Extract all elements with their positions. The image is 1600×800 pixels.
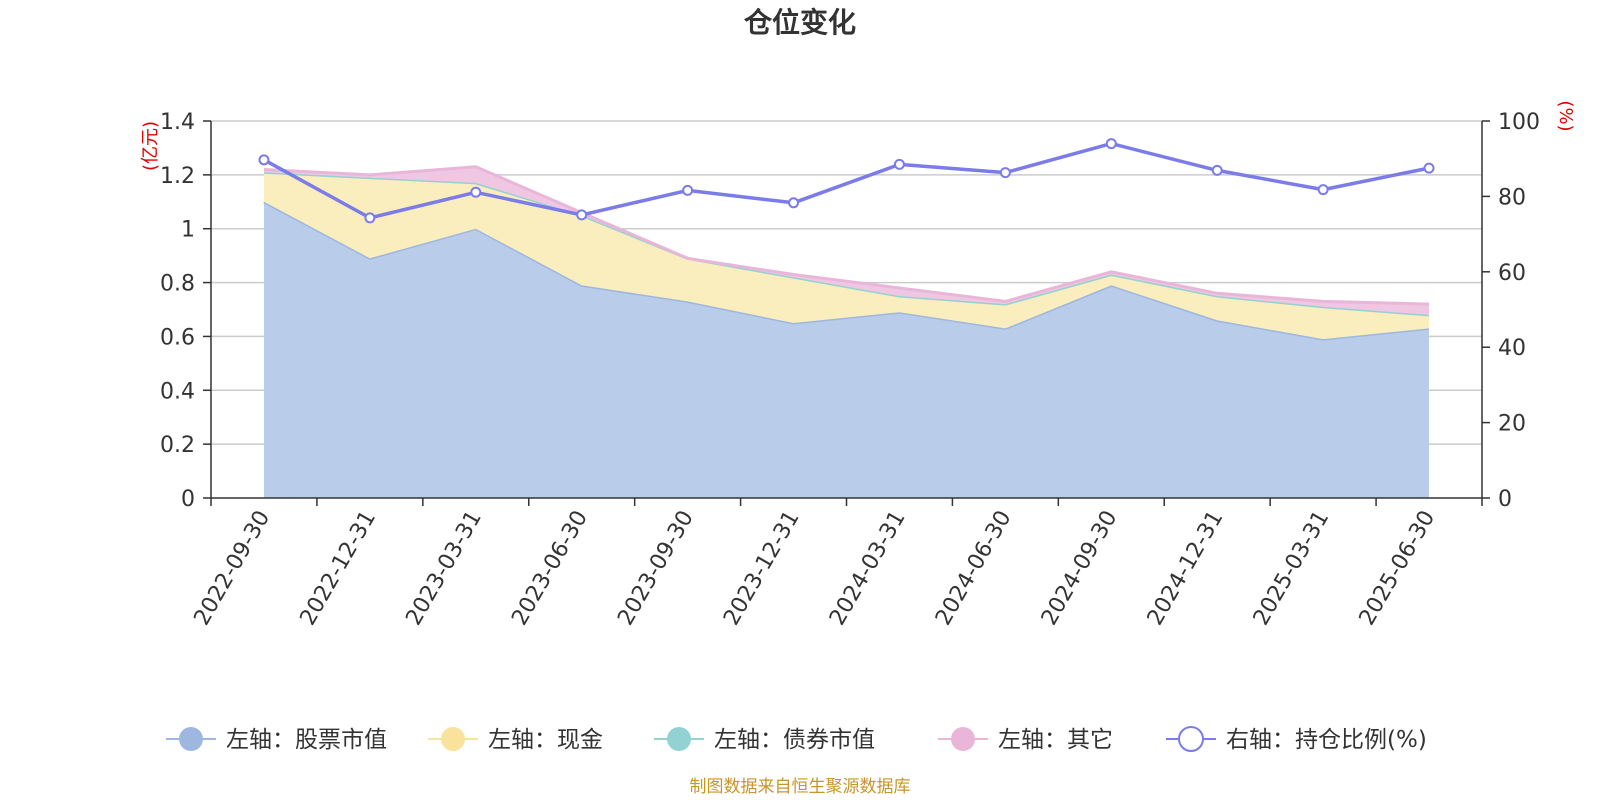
right-axis-tick-label: 20 [1498,412,1526,437]
ratio-point [893,158,905,170]
left-axis-tick-label: 0.6 [160,325,195,350]
legend-swatch-dot [179,727,203,751]
legend-label: 左轴：其它 [998,727,1113,753]
ratio-line-series [258,138,1435,224]
x-axis-tick-label: 2024-12-31 [1143,507,1229,630]
legend-swatch-dot [951,727,975,751]
ratio-line [263,141,1430,220]
legend-item-4: 右轴：持仓比例(%) [1166,726,1427,753]
chart-title: 仓位变化 [744,6,856,39]
legend-swatch-ring [1178,726,1204,752]
left-axis-tick-label: 1.2 [160,164,195,189]
left-axis-tick-label: 0.2 [160,433,195,458]
left-axis-tick-label: 0 [181,487,195,512]
ratio-point [1211,164,1223,176]
left-axis-tick-label: 1 [181,218,195,243]
ratio-point [576,209,588,221]
legend-swatch-dot [441,727,465,751]
right-axis-unit: (%) [1555,100,1576,131]
legend-item-3: 左轴：其它 [938,727,1113,753]
legend-label: 左轴：现金 [488,727,603,753]
ratio-point [1423,162,1435,174]
ratio-point [1317,184,1329,196]
legend-label: 右轴：持仓比例(%) [1226,727,1427,753]
area-fill-series-1 [264,172,1429,340]
x-axis-tick-label: 2022-12-31 [295,507,381,630]
x-axis-tick-label: 2025-03-31 [1249,507,1335,630]
left-axis-tick-label: 0.8 [160,272,195,297]
area-series [263,165,1430,499]
ratio-point [470,186,482,198]
x-axis-tick-label: 2022-09-30 [190,507,276,630]
legend-item-2: 左轴：债券市值 [654,727,875,753]
area-line-series-3 [263,165,1430,306]
right-axis-tick-label: 80 [1498,185,1526,210]
ratio-point [682,184,694,196]
x-axis-tick-label: 2025-06-30 [1355,507,1441,630]
x-axis-tick-label: 2023-06-30 [507,507,593,630]
right-axis-tick-label: 60 [1498,261,1526,286]
ratio-point [258,154,270,166]
ratio-point [999,167,1011,179]
right-axis-tick-label: 40 [1498,336,1526,361]
area-fill-series-0 [264,201,1429,499]
legend-swatch-dot [667,727,691,751]
x-axis-tick-label: 2023-12-31 [719,507,805,630]
left-axis-unit: (亿元) [140,121,161,171]
left-axis-tick-label: 0.4 [160,379,195,404]
legend-item-1: 左轴：现金 [428,727,603,753]
source-note: 制图数据来自恒生聚源数据库 [690,777,911,797]
legend: 左轴：股票市值 左轴：现金 左轴：债券市值 左轴：其它 右轴：持仓比例(%) [166,726,1427,753]
legend-label: 左轴：股票市值 [226,727,387,753]
ratio-point [1105,138,1117,150]
x-axis-tick-label: 2023-09-30 [613,507,699,630]
x-axis-tick-label: 2024-09-30 [1037,507,1123,630]
legend-item-0: 左轴：股票市值 [166,727,387,753]
x-axis-tick-label: 2024-06-30 [931,507,1017,630]
ratio-point [364,212,376,224]
right-axis-tick-label: 0 [1498,487,1512,512]
left-axis-tick-label: 1.4 [160,110,195,135]
right-axis-tick-label: 100 [1498,110,1540,135]
legend-label: 左轴：债券市值 [714,727,875,753]
x-axis-tick-label: 2024-03-31 [825,507,911,630]
x-axis-tick-label: 2023-03-31 [401,507,487,630]
ratio-point [788,197,800,209]
